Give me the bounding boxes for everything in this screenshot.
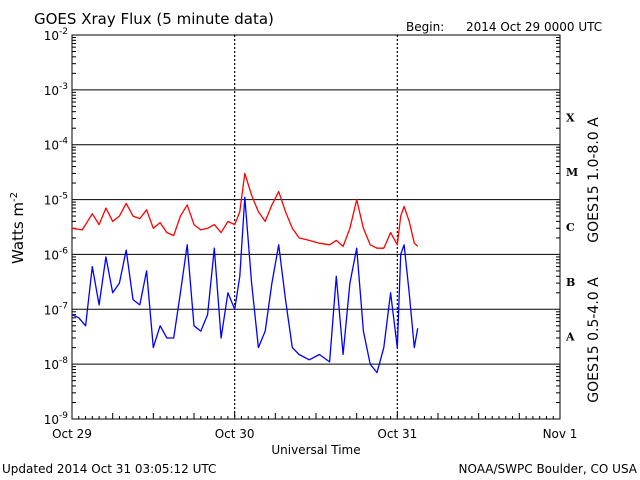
flare-class-label: X: [566, 111, 575, 124]
x-axis-label: Universal Time: [271, 443, 360, 457]
flare-class-label: C: [566, 221, 575, 234]
y-tick-base: 10: [44, 248, 59, 262]
flare-class-label: M: [566, 166, 578, 179]
y-tick-base: 10: [44, 194, 59, 208]
series-line: [71, 196, 419, 374]
y-tick-exp: -2: [59, 27, 68, 37]
y-tick-base: 10: [44, 303, 59, 317]
source-credit: NOAA/SWPC Boulder, CO USA: [459, 462, 638, 476]
legend-series-long: GOES15 1.0-8.0 A: [586, 117, 602, 243]
y-axis-label-base: Watts m: [9, 202, 27, 264]
x-tick-labels: Oct 29 Oct 30 Oct 31 Nov 1: [52, 427, 577, 441]
y-tick-exp: -8: [59, 356, 68, 366]
flare-class-label: A: [565, 331, 575, 344]
y-tick-exp: -6: [59, 246, 68, 256]
y-tick-label: 10-7: [44, 301, 68, 317]
begin-value: 2014 Oct 29 0000 UTC: [466, 20, 602, 34]
flare-class-labels: X M C B A: [565, 111, 578, 343]
y-tick-base: 10: [44, 358, 59, 372]
y-tick-label: 10-5: [44, 192, 68, 208]
series-lines: [71, 172, 419, 374]
y-tick-base: 10: [44, 84, 59, 98]
series-line: [71, 172, 419, 249]
y-tick-base: 10: [44, 413, 59, 427]
x-tick-label: Oct 30: [215, 427, 255, 441]
y-tick-label: 10-2: [44, 27, 68, 43]
y-tick-exp: -3: [59, 82, 68, 92]
legend-series-short: GOES15 0.5-4.0 A: [586, 277, 602, 403]
x-tick-label: Oct 31: [377, 427, 417, 441]
x-tick-label: Oct 29: [52, 427, 92, 441]
y-tick-exp: -9: [59, 411, 68, 421]
y-tick-base: 10: [44, 139, 59, 153]
plot-frame: [71, 34, 561, 420]
updated-text: Updated 2014 Oct 31 03:05:12 UTC: [2, 462, 216, 476]
y-tick-label: 10-6: [44, 246, 69, 262]
y-axis-label: Watts m-2: [9, 192, 27, 264]
y-tick-exp: -5: [59, 192, 68, 202]
grid-lines: [72, 35, 560, 419]
begin-label: Begin:: [406, 20, 444, 34]
x-tick-label: Nov 1: [543, 427, 578, 441]
flare-class-label: B: [566, 276, 575, 289]
chart-title: GOES Xray Flux (5 minute data): [34, 10, 274, 28]
y-tick-label: 10-9: [44, 411, 69, 427]
y-tick-label: 10-8: [44, 356, 69, 372]
y-tick-exp: -4: [59, 137, 68, 147]
y-tick-base: 10: [44, 29, 59, 43]
y-tick-labels: 10-210-310-410-510-610-710-810-9: [44, 27, 69, 427]
y-tick-exp: -7: [59, 301, 68, 311]
y-tick-label: 10-4: [44, 137, 69, 153]
y-tick-label: 10-3: [44, 82, 68, 98]
y-axis-label-exp: -2: [9, 192, 20, 202]
